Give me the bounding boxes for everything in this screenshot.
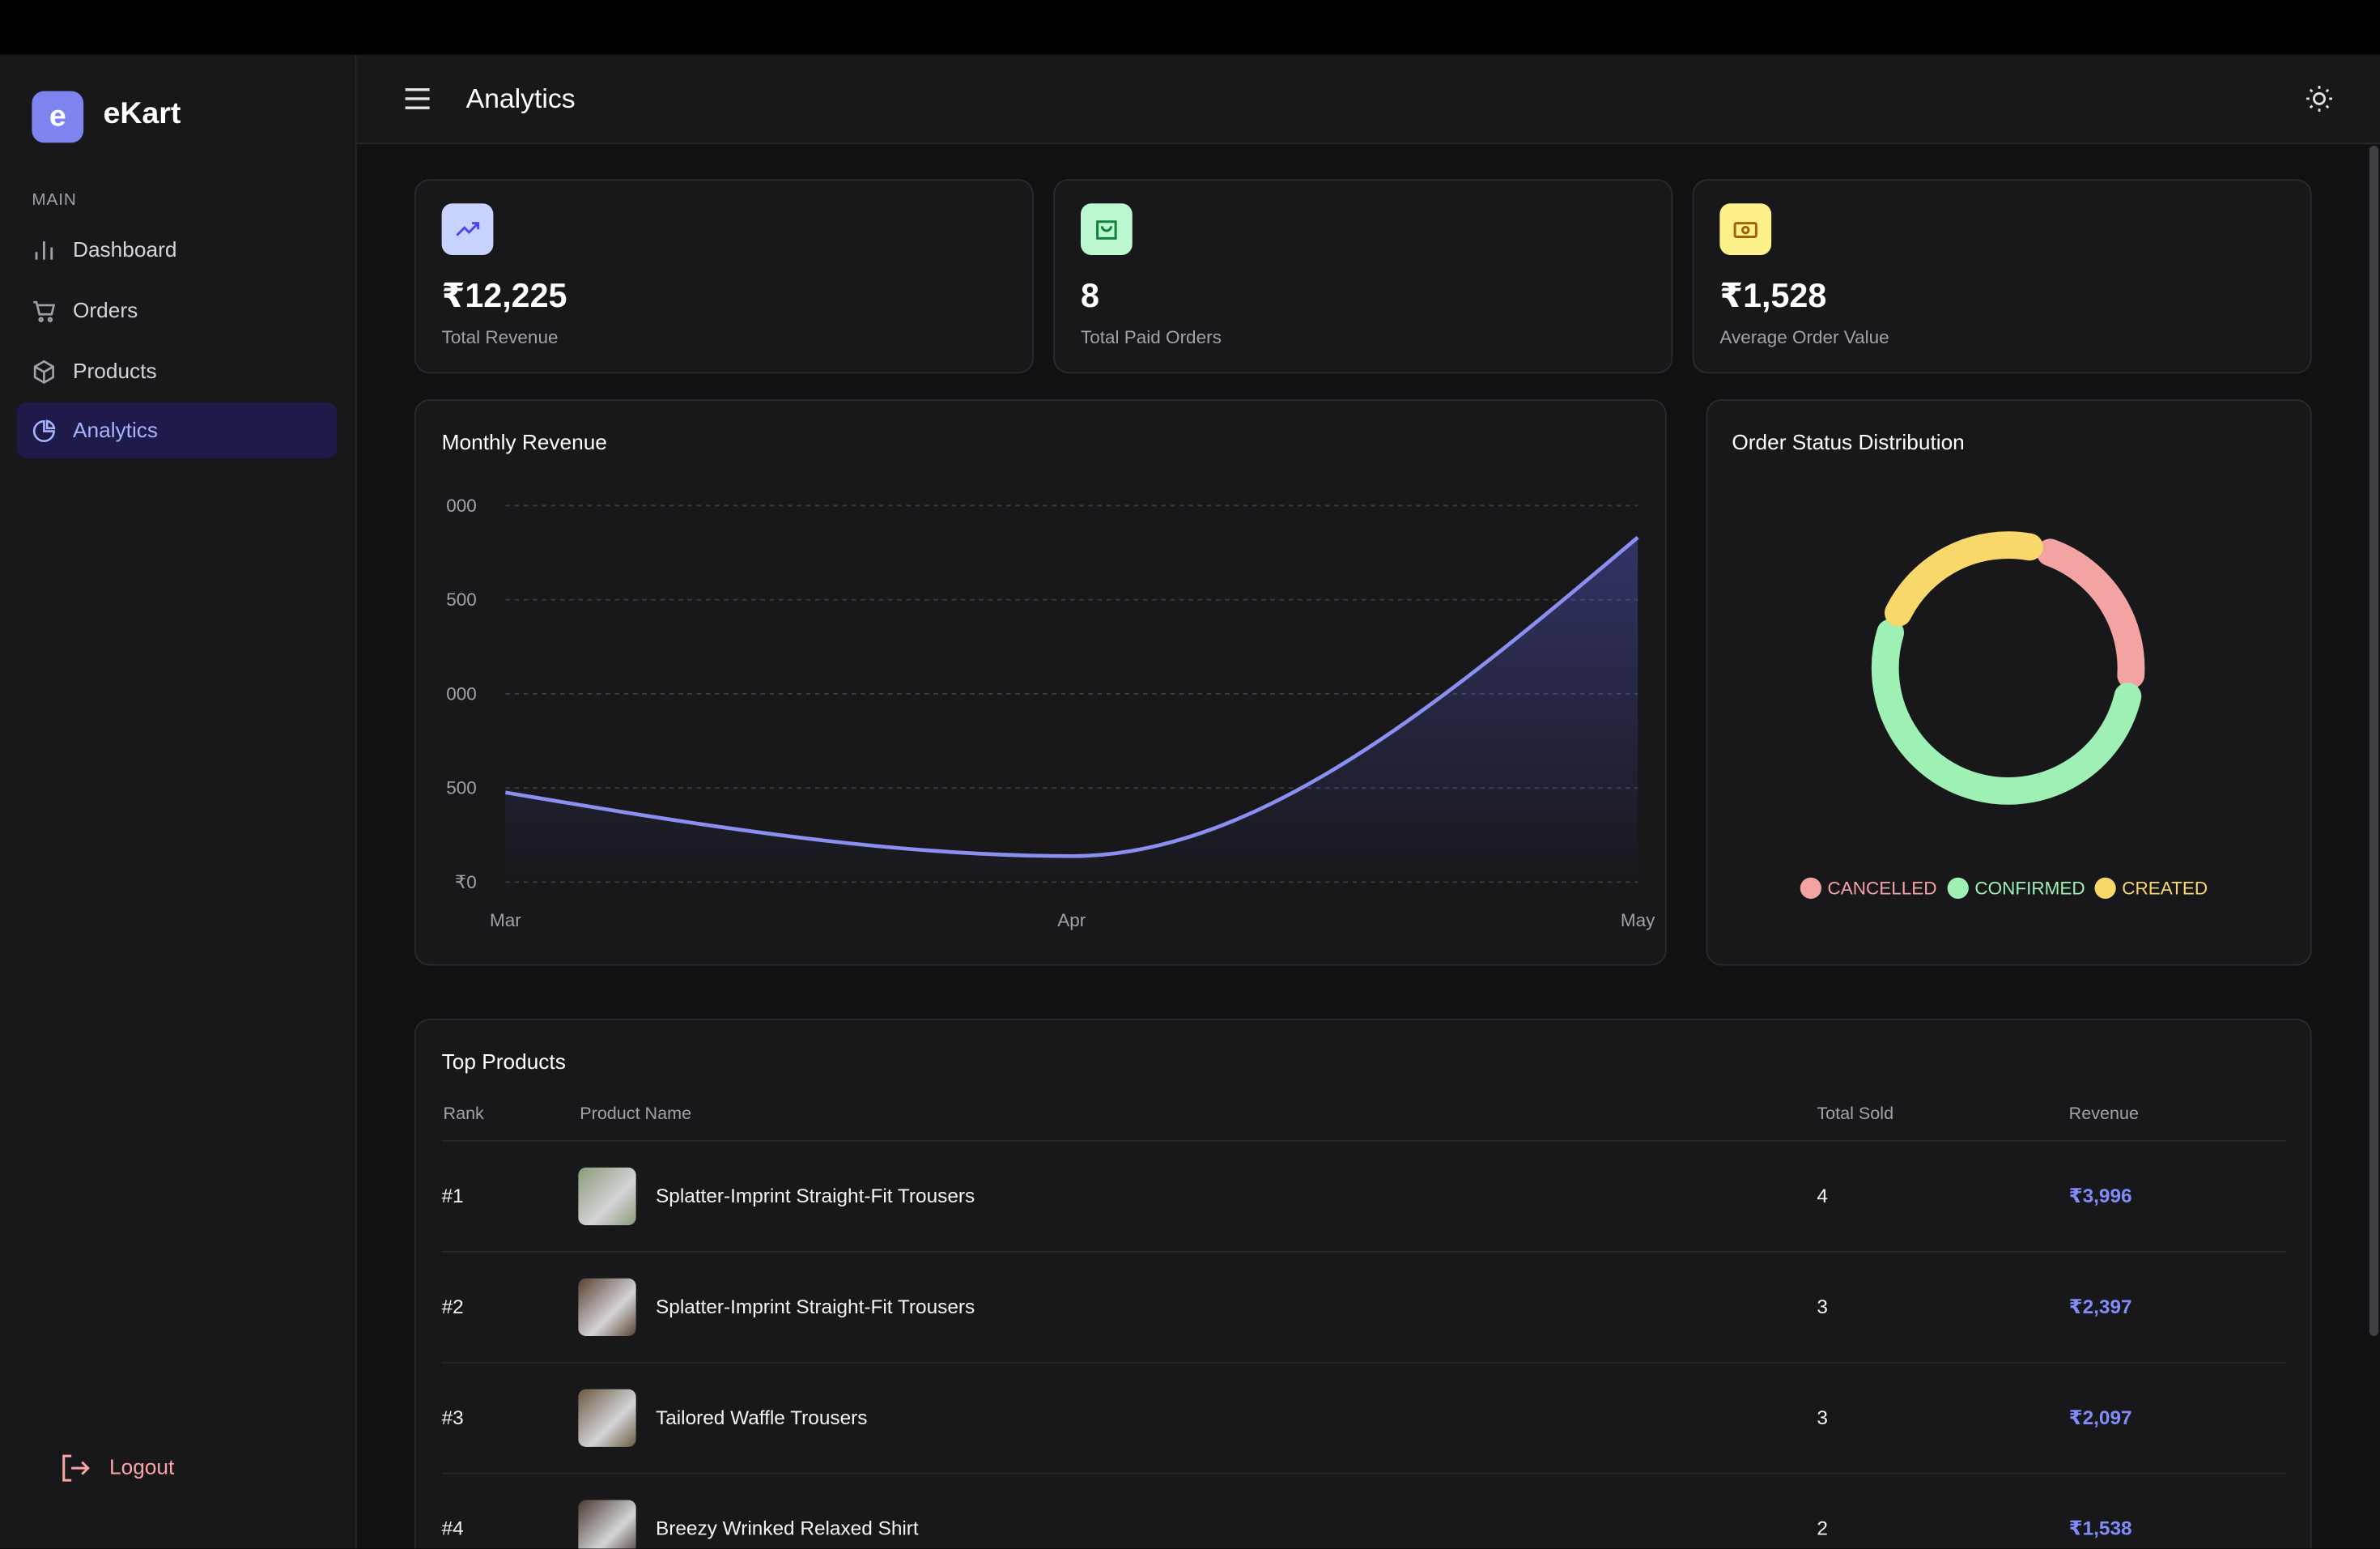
chart-card xyxy=(1706,399,2312,966)
y-tick-label: 000 xyxy=(446,683,477,704)
rank: #2 xyxy=(441,1295,464,1318)
stat-card: ₹1,528 Average Order Value xyxy=(1692,179,2312,374)
product-image xyxy=(578,1278,636,1336)
divider xyxy=(441,1140,2286,1142)
stat-value: ₹12,225 xyxy=(441,276,567,315)
donut-segment xyxy=(2036,538,2145,689)
row-divider xyxy=(441,1251,2286,1253)
column-header: Product Name xyxy=(580,1105,692,1124)
product-name: Splatter-Imprint Straight-Fit Trousers xyxy=(656,1184,975,1207)
nav-item[interactable]: Dashboard xyxy=(17,222,338,278)
legend-label: CREATED xyxy=(2122,878,2208,898)
sidebar: e eKart MAIN Dashboard Orders Products A… xyxy=(0,54,357,1549)
nav-label: Analytics xyxy=(73,417,159,442)
y-tick-label: 500 xyxy=(446,778,477,798)
column-header: Rank xyxy=(443,1105,484,1124)
donut-segment xyxy=(1885,531,2043,627)
legend-dot xyxy=(1800,877,1821,899)
table-title: Top Products xyxy=(441,1049,566,1074)
column-header: Total Sold xyxy=(1817,1105,1894,1124)
logo: e xyxy=(32,91,84,143)
x-tick-label: May xyxy=(1621,910,1655,930)
x-tick-label: Apr xyxy=(1057,910,1086,930)
stat-label: Total Revenue xyxy=(441,326,559,348)
row-divider xyxy=(441,1472,2286,1475)
nav-label: Products xyxy=(73,358,157,383)
total-sold: 3 xyxy=(1817,1406,1828,1429)
nav-item-active[interactable]: Analytics xyxy=(16,402,338,459)
chart-title: Monthly Revenue xyxy=(442,430,607,454)
stat-label: Average Order Value xyxy=(1719,326,1889,348)
legend-label: CANCELLED xyxy=(1828,878,1937,898)
area xyxy=(505,537,1638,883)
product-name: Breezy Wrinked Relaxed Shirt xyxy=(656,1517,919,1540)
row-divider xyxy=(441,1361,2286,1364)
product-name: Splatter-Imprint Straight-Fit Trousers xyxy=(656,1295,975,1318)
legend-dot xyxy=(1947,877,1969,899)
logout-label: Logout xyxy=(109,1454,175,1479)
stat-label: Total Paid Orders xyxy=(1081,326,1222,348)
stat-icon xyxy=(1081,203,1133,255)
rank: #1 xyxy=(441,1184,464,1207)
legend-label: CONFIRMED xyxy=(1974,878,2085,898)
column-header: Revenue xyxy=(2068,1105,2139,1124)
revenue: ₹3,996 xyxy=(2068,1184,2132,1207)
theme-toggle[interactable] xyxy=(2306,85,2333,113)
y-tick-label: 500 xyxy=(446,589,477,610)
menu-icon[interactable] xyxy=(404,85,431,113)
window-bar xyxy=(0,0,2380,55)
product-image xyxy=(578,1389,636,1447)
section-label: MAIN xyxy=(32,191,77,210)
nav-label: Dashboard xyxy=(73,236,177,262)
revenue: ₹2,097 xyxy=(2068,1406,2132,1429)
stat-card: 8 Total Paid Orders xyxy=(1053,179,1673,374)
page-title: Analytics xyxy=(465,83,576,114)
stat-value: ₹1,528 xyxy=(1719,276,1827,315)
product-name: Tailored Waffle Trousers xyxy=(656,1406,868,1429)
chart-title: Order Status Distribution xyxy=(1732,430,1964,454)
legend-dot xyxy=(2094,877,2116,899)
total-sold: 2 xyxy=(1817,1517,1828,1540)
header: Analytics xyxy=(356,54,2380,145)
stat-card: ₹12,225 Total Revenue xyxy=(414,179,1034,374)
rank: #3 xyxy=(441,1406,464,1429)
line xyxy=(504,535,1639,858)
brand: eKart xyxy=(103,97,181,131)
stat-icon xyxy=(441,203,494,255)
total-sold: 4 xyxy=(1817,1184,1828,1207)
nav-label: Orders xyxy=(73,297,138,322)
stat-value: 8 xyxy=(1081,276,1099,315)
y-tick-label: 000 xyxy=(446,496,477,516)
revenue: ₹2,397 xyxy=(2068,1295,2132,1318)
y-tick-label: ₹0 xyxy=(455,872,477,892)
rank: #4 xyxy=(441,1517,464,1540)
stat-icon xyxy=(1719,203,1772,255)
x-tick-label: Mar xyxy=(490,910,521,930)
product-image xyxy=(578,1167,636,1226)
total-sold: 3 xyxy=(1817,1295,1828,1318)
product-image xyxy=(578,1500,636,1549)
nav-item[interactable]: Products xyxy=(17,343,338,399)
table-card: Top Products Rank Product Name Total Sol… xyxy=(414,1019,2312,1549)
donut-segment xyxy=(1871,619,2142,805)
charts: Monthly Revenue Order Status Distributio… xyxy=(442,430,2208,930)
nav-item[interactable]: Orders xyxy=(17,283,338,338)
scrollbar[interactable] xyxy=(2369,146,2379,1336)
revenue: ₹1,538 xyxy=(2068,1517,2132,1540)
